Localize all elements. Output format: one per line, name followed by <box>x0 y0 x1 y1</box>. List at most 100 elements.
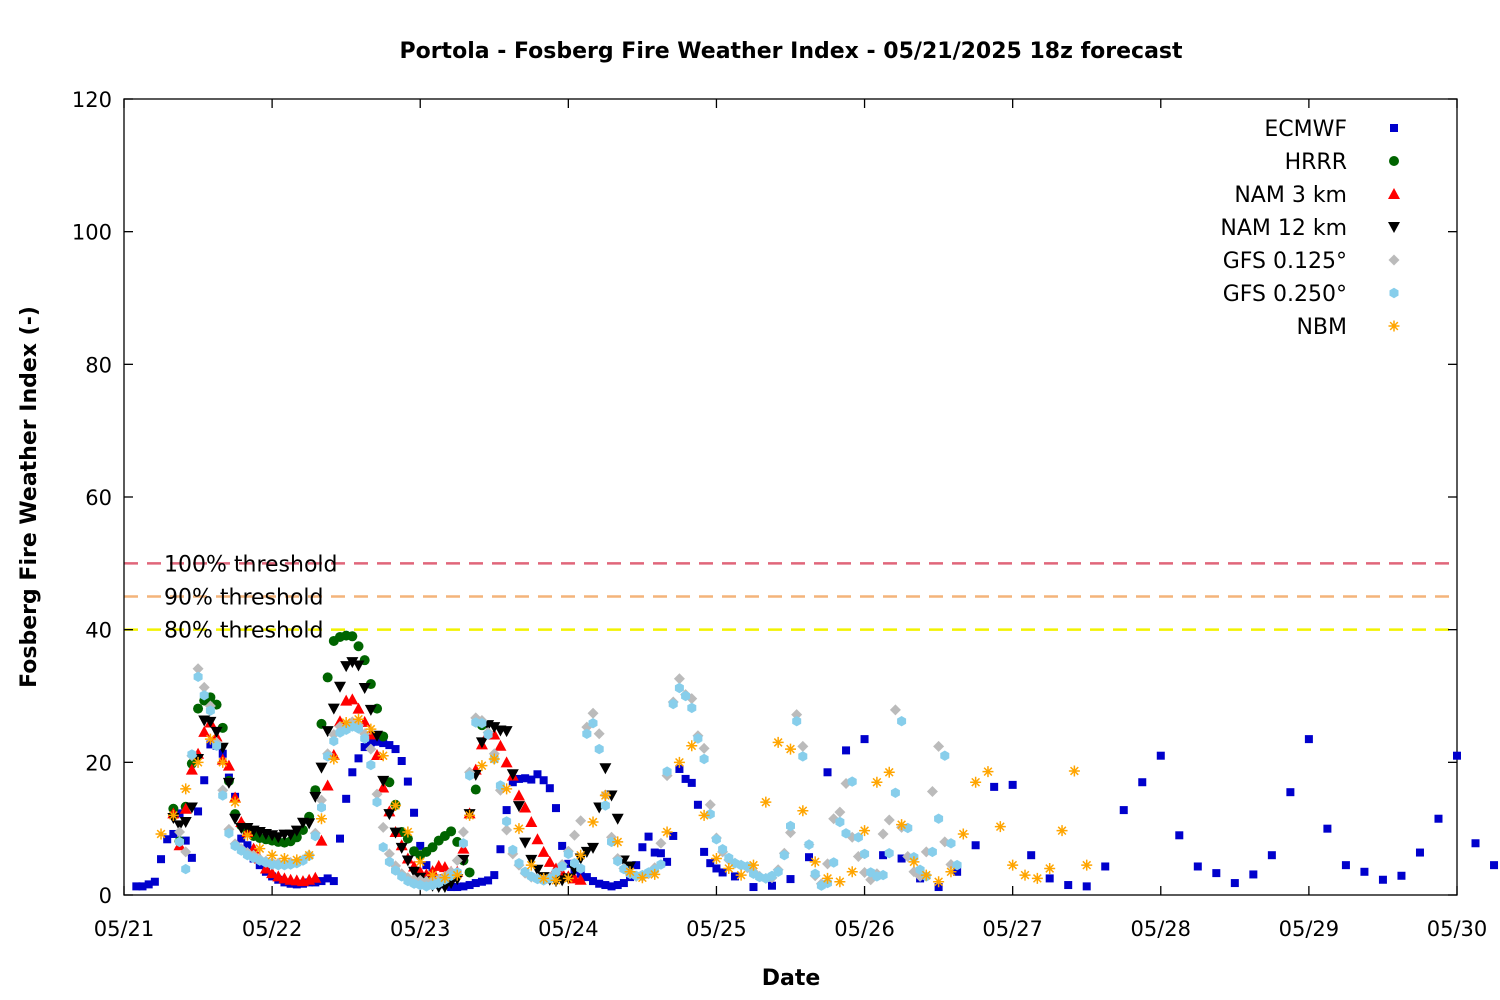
data-point <box>655 837 667 849</box>
data-point <box>471 879 480 888</box>
data-point <box>669 831 678 840</box>
data-point <box>1323 824 1332 833</box>
data-point <box>1434 814 1443 823</box>
data-point <box>484 876 493 885</box>
data-point <box>846 866 858 878</box>
threshold-label: 90% threshold <box>164 586 324 611</box>
data-point <box>385 741 394 750</box>
data-point <box>237 834 246 843</box>
data-point <box>1019 869 1031 881</box>
x-tick-label: 05/21 <box>94 917 155 941</box>
data-point <box>619 879 628 888</box>
data-point <box>576 863 586 874</box>
data-point <box>915 864 925 875</box>
data-point <box>580 846 593 858</box>
data-point <box>395 842 408 854</box>
legend-marker <box>1388 188 1400 199</box>
data-point <box>525 859 537 871</box>
data-point <box>284 829 297 841</box>
legend-marker <box>1389 156 1399 166</box>
legend-label: NBM <box>1296 315 1347 340</box>
legend-label: NAM 12 km <box>1220 216 1347 241</box>
data-point <box>303 818 316 830</box>
data-point <box>384 856 394 867</box>
data-point <box>408 866 421 878</box>
data-point <box>391 865 400 876</box>
data-point <box>712 864 721 873</box>
data-point <box>1453 751 1461 760</box>
data-point <box>180 846 192 858</box>
data-point <box>291 832 302 843</box>
data-point <box>656 859 666 870</box>
data-point <box>514 858 524 869</box>
data-point <box>624 866 636 878</box>
data-point <box>897 716 907 727</box>
data-point <box>527 775 536 784</box>
legend-label: GFS 0.250° <box>1223 282 1347 307</box>
data-point <box>699 753 709 765</box>
data-point <box>632 861 641 870</box>
data-point <box>1081 859 1093 871</box>
data-point <box>508 844 518 856</box>
data-point <box>809 856 821 868</box>
data-point <box>798 751 808 762</box>
data-point <box>364 704 377 716</box>
data-point <box>1360 867 1369 876</box>
data-point <box>198 725 211 737</box>
data-point <box>834 806 846 818</box>
data-point <box>317 877 326 886</box>
data-point <box>1378 875 1387 884</box>
data-point <box>946 838 956 849</box>
data-point <box>194 807 203 816</box>
legend-marker <box>1388 222 1400 233</box>
data-point <box>222 759 235 771</box>
x-tick-label: 05/23 <box>390 917 451 941</box>
data-point <box>1044 862 1056 874</box>
data-point <box>272 832 285 844</box>
data-point <box>464 867 475 878</box>
data-point <box>551 804 560 813</box>
data-point <box>229 796 241 808</box>
data-point <box>693 733 703 744</box>
data-point <box>366 759 376 771</box>
data-point <box>558 841 567 850</box>
data-point <box>551 867 561 878</box>
y-axis-label: Fosberg Fire Weather Index (-) <box>17 306 42 688</box>
data-point <box>1007 859 1019 871</box>
data-point <box>656 849 665 858</box>
data-point <box>674 682 684 694</box>
data-point <box>718 868 727 877</box>
x-axis-label: Date <box>762 966 821 991</box>
data-point <box>1304 735 1313 744</box>
legend-label: GFS 0.125° <box>1223 249 1347 274</box>
data-point <box>266 849 278 861</box>
x-tick-label: 05/24 <box>538 917 599 941</box>
data-point <box>804 839 814 850</box>
data-point <box>600 800 610 811</box>
legend-label: NAM 3 km <box>1234 183 1347 208</box>
data-point <box>550 874 562 886</box>
data-point <box>180 783 192 795</box>
data-point <box>661 826 673 838</box>
data-point <box>805 853 814 862</box>
data-point <box>254 843 266 855</box>
data-point <box>458 838 468 849</box>
data-point <box>1056 825 1068 837</box>
data-point <box>611 813 624 825</box>
data-point <box>438 861 451 873</box>
data-point <box>1175 831 1184 840</box>
data-point <box>222 777 235 789</box>
data-point <box>360 743 369 752</box>
data-point <box>174 826 186 838</box>
data-point <box>982 766 994 778</box>
data-point <box>990 782 999 791</box>
data-point <box>397 757 406 766</box>
data-point <box>150 877 159 886</box>
data-point <box>371 730 384 742</box>
data-point <box>797 740 809 752</box>
data-point <box>1397 871 1406 880</box>
data-point <box>718 844 728 855</box>
data-point <box>612 836 624 848</box>
data-point <box>1415 848 1424 857</box>
data-point <box>842 746 851 755</box>
